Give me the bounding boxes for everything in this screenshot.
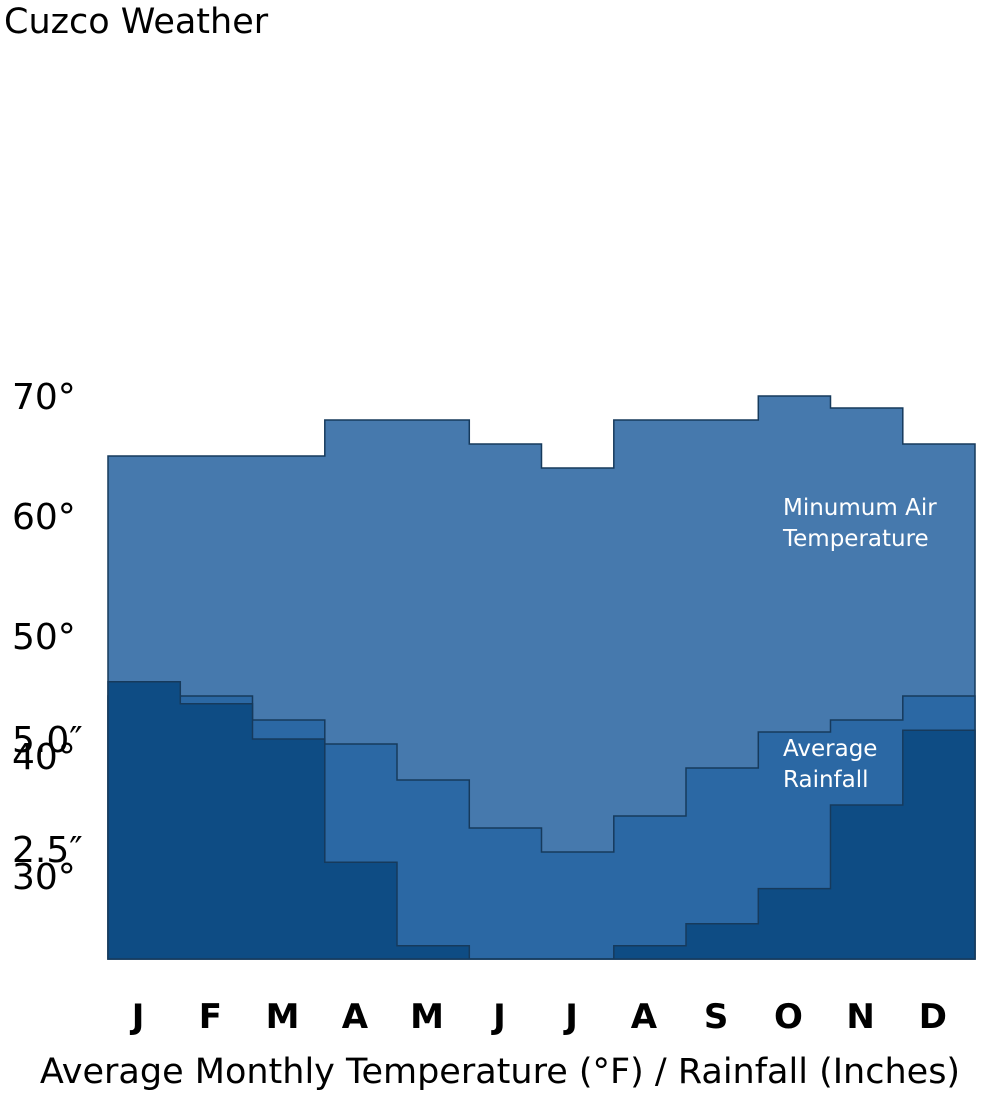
x-tick-label: M <box>266 997 300 1037</box>
y-tick-label: 70° <box>12 377 76 418</box>
x-tick-label: D <box>919 997 947 1037</box>
x-tick-label: M <box>410 997 444 1037</box>
series-label: Average <box>783 736 877 762</box>
y-tick-label: 50° <box>12 617 76 658</box>
series-label: Minumum Air <box>783 495 937 521</box>
x-tick-label: S <box>704 997 729 1037</box>
x-tick-label: J <box>491 997 506 1037</box>
x-tick-label: J <box>563 997 578 1037</box>
x-tick-label: A <box>631 997 658 1037</box>
series-label: Temperature <box>782 261 929 287</box>
x-tick-label: O <box>774 997 803 1037</box>
series-label: Rainfall <box>783 767 869 793</box>
x-tick-label: A <box>342 997 369 1037</box>
x-axis-title: Average Monthly Temperature (°F) / Rainf… <box>0 1050 1000 1094</box>
y-tick-label: 60° <box>12 497 76 538</box>
x-tick-label: F <box>199 997 222 1037</box>
series-label: Maximum Air <box>783 230 936 256</box>
y-tick-label-rainfall: 5.0″ <box>12 720 83 761</box>
x-tick-label: J <box>130 997 145 1037</box>
y-tick-label-rainfall: 2.5″ <box>12 830 83 871</box>
x-tick-label: N <box>846 997 874 1037</box>
series-label: Temperature <box>782 526 929 552</box>
